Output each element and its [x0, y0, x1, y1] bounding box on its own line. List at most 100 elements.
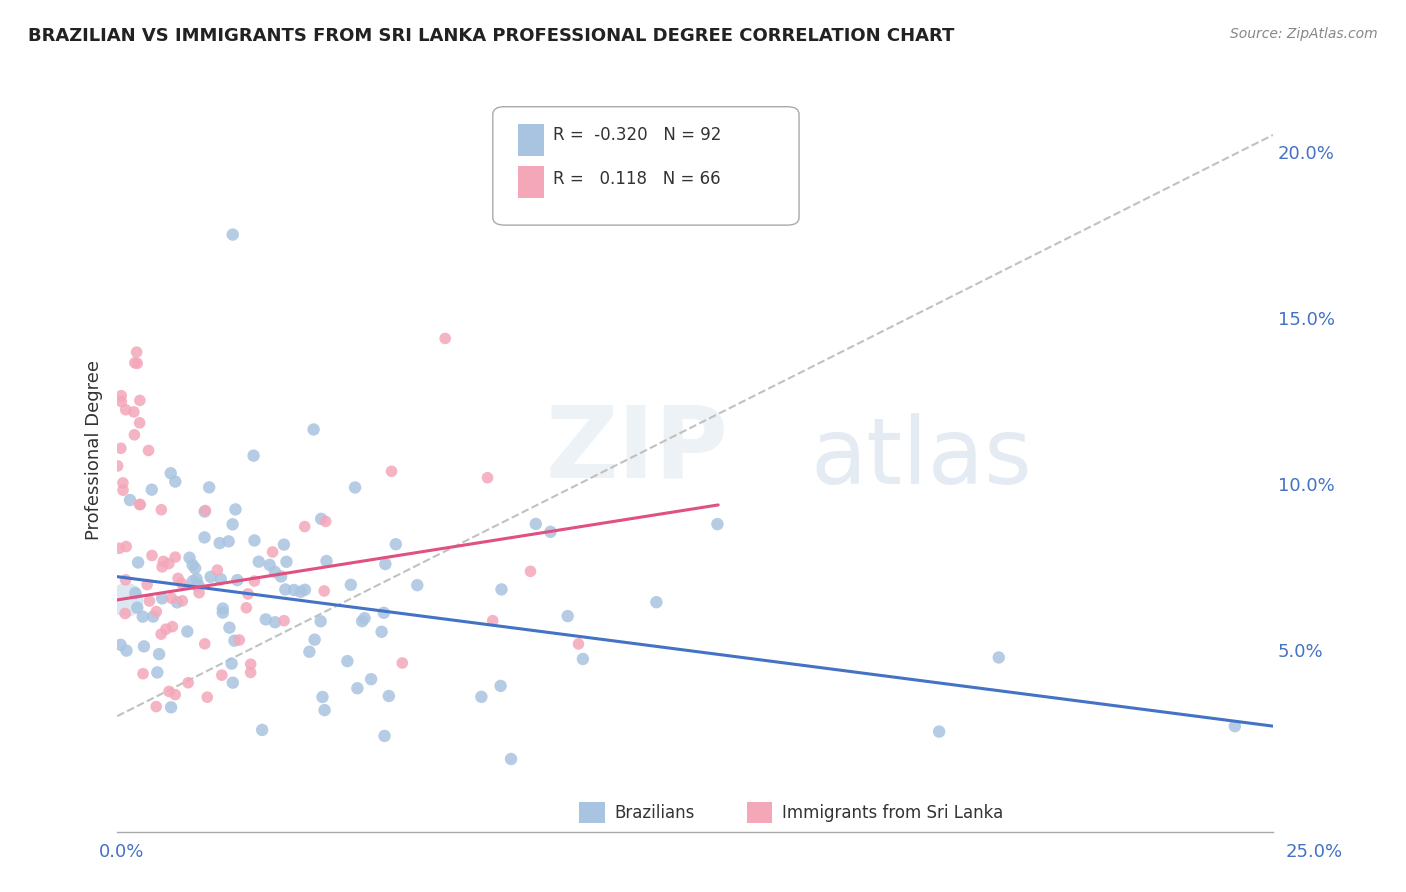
Point	[200, 570, 222, 584]
Point	[127, 556, 149, 570]
Point	[111, 483, 134, 498]
Point	[344, 480, 367, 494]
Point	[150, 559, 173, 574]
Point	[470, 690, 492, 704]
Bar	[747, 802, 772, 823]
Point	[491, 582, 513, 597]
Point	[273, 614, 295, 628]
Point	[243, 574, 266, 588]
Point	[129, 498, 152, 512]
Point	[162, 620, 184, 634]
Point	[222, 227, 245, 242]
Point	[145, 605, 167, 619]
Point	[283, 582, 305, 597]
Point	[928, 724, 950, 739]
Point	[110, 638, 132, 652]
Point	[264, 565, 287, 579]
Point	[378, 689, 401, 703]
Text: atlas: atlas	[811, 413, 1032, 503]
Point	[226, 573, 249, 587]
Point	[340, 578, 363, 592]
Point	[224, 633, 246, 648]
Point	[167, 571, 190, 585]
Text: R =  -0.320   N = 92: R = -0.320 N = 92	[553, 126, 721, 144]
Point	[128, 416, 150, 430]
Point	[489, 679, 512, 693]
Point	[519, 565, 541, 579]
Point	[118, 493, 141, 508]
Y-axis label: Professional Degree: Professional Degree	[86, 360, 103, 541]
Point	[150, 627, 173, 641]
Point	[155, 622, 177, 636]
Point	[250, 723, 273, 737]
Point	[128, 498, 150, 512]
Point	[172, 594, 194, 608]
Point	[298, 645, 321, 659]
Point	[243, 533, 266, 548]
Point	[309, 512, 332, 526]
Point	[645, 595, 668, 609]
Point	[125, 345, 148, 359]
Point	[406, 578, 429, 592]
Point	[239, 665, 262, 680]
Point	[128, 393, 150, 408]
Point	[262, 545, 284, 559]
Point	[198, 480, 221, 494]
Point	[160, 700, 183, 714]
Point	[221, 657, 243, 671]
Point	[152, 554, 174, 568]
Point	[311, 690, 333, 704]
Point	[181, 558, 204, 572]
Point	[177, 675, 200, 690]
Point	[276, 555, 298, 569]
Text: Immigrants from Sri Lanka: Immigrants from Sri Lanka	[782, 804, 1002, 822]
Point	[194, 637, 217, 651]
Point	[115, 593, 138, 607]
Point	[110, 442, 132, 456]
Point	[209, 572, 232, 586]
Point	[138, 594, 160, 608]
Point	[499, 752, 522, 766]
Point	[353, 611, 375, 625]
Text: Source: ZipAtlas.com: Source: ZipAtlas.com	[1230, 27, 1378, 41]
Point	[315, 554, 337, 568]
Point	[194, 503, 217, 517]
Point	[567, 637, 589, 651]
Point	[336, 654, 359, 668]
Point	[157, 684, 180, 698]
Point	[186, 572, 208, 586]
Point	[110, 394, 132, 409]
Point	[141, 549, 163, 563]
Point	[122, 405, 145, 419]
Text: R =   0.118   N = 66: R = 0.118 N = 66	[553, 170, 720, 188]
Point	[218, 534, 240, 549]
Point	[524, 516, 547, 531]
Point	[107, 458, 129, 473]
Bar	[519, 124, 544, 156]
Point	[110, 389, 132, 403]
Point	[207, 563, 229, 577]
Point	[115, 540, 138, 554]
Text: BRAZILIAN VS IMMIGRANTS FROM SRI LANKA PROFESSIONAL DEGREE CORRELATION CHART: BRAZILIAN VS IMMIGRANTS FROM SRI LANKA P…	[28, 27, 955, 45]
Point	[148, 647, 170, 661]
Point	[159, 467, 181, 481]
Point	[254, 612, 277, 626]
Point	[127, 600, 149, 615]
Point	[124, 427, 146, 442]
Text: 25.0%: 25.0%	[1285, 843, 1343, 861]
Point	[391, 656, 413, 670]
FancyBboxPatch shape	[492, 107, 799, 225]
Point	[166, 595, 188, 609]
Point	[124, 356, 146, 370]
Point	[176, 624, 198, 639]
Point	[346, 681, 368, 696]
Point	[228, 633, 250, 648]
Point	[138, 443, 160, 458]
Point	[239, 657, 262, 672]
Point	[360, 672, 382, 686]
Point	[370, 624, 392, 639]
Point	[114, 573, 136, 587]
Point	[987, 650, 1010, 665]
Point	[274, 582, 297, 597]
Point	[186, 579, 208, 593]
